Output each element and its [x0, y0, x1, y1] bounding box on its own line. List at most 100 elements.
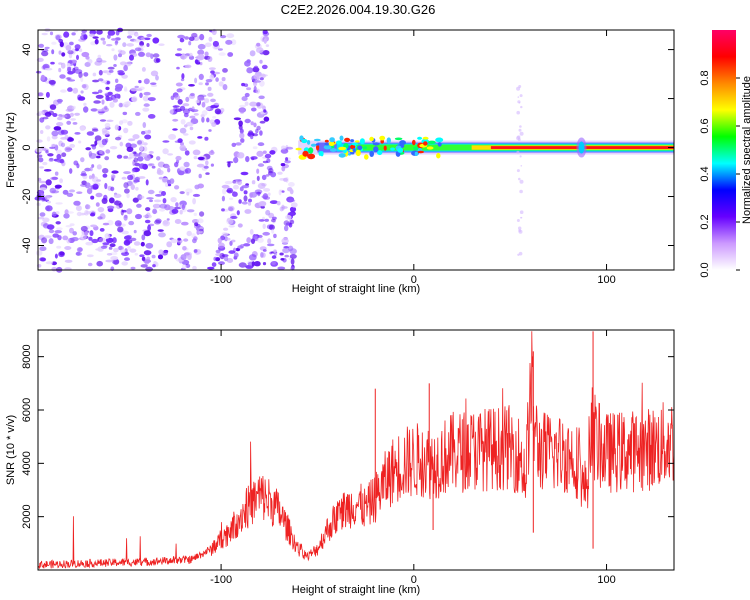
spectrogram-noise-cell: [162, 220, 170, 227]
snr-series: [37, 331, 675, 569]
spectrogram-faint-trace: [519, 155, 522, 158]
spectrogram-noise-cell: [227, 205, 235, 212]
colorbar-tick-label: 0.2: [699, 214, 711, 229]
spectrogram-noise-cell: [179, 38, 185, 43]
spectrogram-noise-cell: [88, 236, 93, 241]
spectrogram-noise-cell: [188, 140, 196, 145]
spectrogram-noise-cell: [258, 95, 265, 100]
spectrogram-noise-cell: [102, 173, 108, 178]
spectrogram-noise-cell: [251, 261, 255, 267]
spectrogram-noise-cell: [146, 197, 154, 200]
spectrogram-noise-cell: [183, 238, 189, 242]
snr-y-tick-label: 6000: [21, 398, 33, 422]
spectrogram-noise-cell: [172, 128, 178, 131]
spectrogram-noise-cell: [173, 253, 178, 260]
spectrogram-noise-cell: [102, 222, 110, 226]
spectrogram-noise-cell: [96, 179, 101, 182]
spectrogram-noise-cell: [157, 229, 164, 232]
spectrogram-x-label: Height of straight line (km): [292, 283, 420, 295]
spectrogram-noise-cell: [71, 237, 79, 242]
spectrogram-noise-cell: [192, 265, 197, 271]
signal-band-blob: [323, 145, 332, 150]
spectrogram-noise-cell: [51, 211, 57, 217]
spectrogram-noise-cell: [123, 65, 128, 72]
spectrogram-noise-cell: [238, 120, 243, 127]
colorbar-gradient: [712, 30, 736, 270]
spectrogram-noise-cell: [142, 146, 148, 152]
signal-band-blob: [423, 141, 428, 146]
spectrogram-noise-cell: [217, 237, 222, 244]
spectrogram-noise-cell: [288, 182, 295, 187]
spectrogram-noise-cell: [268, 167, 274, 174]
signal-band-blob: [355, 140, 360, 143]
spectrogram-noise-cell: [261, 64, 268, 70]
spectrogram-noise-cell: [80, 76, 84, 82]
spectrogram-noise-cell: [105, 237, 114, 243]
spectrogram-noise-cell: [72, 122, 78, 125]
spectrogram-noise-cell: [96, 57, 103, 63]
snr-x-tick-label: 0: [411, 574, 417, 586]
spectrogram-noise-cell: [112, 237, 117, 244]
spectrogram-noise-cell: [133, 153, 141, 157]
spectrogram-noise-cell: [140, 241, 145, 247]
signal-band-blob: [379, 135, 386, 141]
spectrogram-noise-cell: [183, 133, 189, 136]
spectrogram-noise-cell: [244, 60, 251, 67]
spectrogram-noise-cell: [244, 92, 250, 98]
spectrogram-noise-cell: [255, 88, 260, 94]
spectrogram-noise-cell: [204, 136, 209, 141]
spectrogram-noise-cell: [90, 195, 95, 200]
spectrogram-noise-cell: [207, 266, 215, 270]
spectrogram-noise-cell: [94, 140, 98, 146]
spectrogram-noise-cell: [76, 54, 79, 61]
spectrogram-noise-cell: [45, 150, 49, 154]
spectrogram-noise-cell: [56, 149, 62, 155]
spectrogram-noise-cell: [104, 122, 111, 129]
spectrogram-noise-cell: [143, 230, 152, 237]
spectrogram-noise-cell: [45, 261, 54, 265]
spectrogram-noise-cell: [208, 67, 216, 70]
spectrogram-noise-cell: [39, 180, 47, 184]
spectrogram-noise-cell: [126, 43, 134, 47]
spectrogram-noise-cell: [198, 228, 204, 235]
spectrogram-noise-cell: [58, 38, 64, 44]
spectrogram-noise-cell: [91, 164, 95, 168]
spectrogram-noise-cell: [175, 155, 182, 161]
spectrogram-noise-cell: [118, 102, 123, 108]
spectrogram-noise-cell: [142, 122, 147, 128]
spectrogram-noise-cell: [148, 163, 155, 166]
spectrogram-noise-cell: [37, 111, 45, 115]
spectrogram-noise-cell: [91, 176, 99, 183]
signal-band-blob: [399, 140, 406, 146]
spectrogram-noise-cell: [258, 219, 265, 222]
spectrogram-noise-cell: [167, 167, 171, 173]
spectrogram-noise-cell: [204, 42, 212, 48]
spectrogram-noise-cell: [156, 156, 161, 161]
spectrogram-noise-cell: [262, 249, 267, 252]
spectrogram-noise-cell: [162, 140, 170, 143]
spectrogram-noise-cell: [261, 195, 268, 199]
spectrogram-noise-cell: [253, 80, 257, 84]
spectrogram-noise-cell: [146, 43, 150, 47]
spectrogram-noise-cell: [152, 203, 161, 209]
spectrogram-faint-trace: [520, 216, 523, 219]
spectrogram-noise-cell: [52, 113, 58, 117]
spectrogram-noise-cell: [276, 201, 281, 206]
colorbar-ticks: 0.0 0.2 0.4 0.6 0.8: [699, 70, 740, 278]
spectrogram-noise-cell: [207, 92, 214, 97]
snr-frame: [37, 329, 675, 571]
spectrogram-noise-cell: [243, 190, 248, 195]
spectrogram-noise-cell: [131, 96, 138, 103]
spectrogram-noise-cell: [78, 96, 86, 101]
spectrogram-noise-cell: [179, 204, 187, 209]
signal-band-blob: [369, 150, 375, 157]
spectrogram-faint-trace: [519, 189, 523, 194]
spectrogram-noise-cell: [86, 188, 93, 195]
signal-band-blob: [369, 136, 374, 142]
spectrogram-noise-cell: [100, 37, 106, 41]
spectrogram-noise-cell: [289, 254, 297, 259]
colorbar-tick-label: 0.6: [699, 118, 711, 133]
spectrogram-noise-cell: [60, 129, 69, 135]
spectrogram-noise-cell: [237, 245, 244, 249]
spectrogram-noise-cell: [206, 117, 210, 123]
